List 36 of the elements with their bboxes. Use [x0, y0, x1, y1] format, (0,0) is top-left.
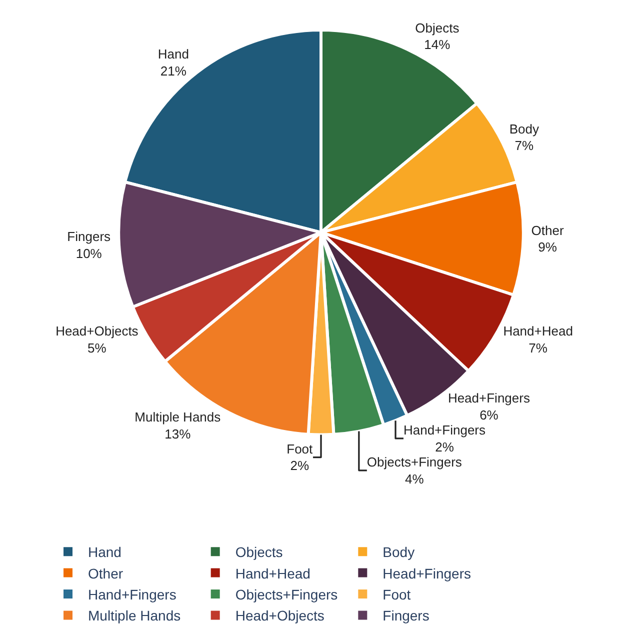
data-label: 6% — [480, 408, 499, 423]
slice-label: Hand+Fingers — [403, 422, 486, 438]
legend-label: Objects+Fingers — [235, 586, 338, 602]
legend-label: Body — [382, 544, 415, 560]
data-label: 14% — [424, 37, 451, 52]
slice-label: Other — [531, 222, 564, 238]
data-label: 2% — [435, 439, 454, 454]
legend-label: Hand+Fingers — [88, 586, 176, 602]
slice-label: Body — [509, 121, 540, 136]
data-label: 7% — [528, 340, 548, 356]
legend-label: Objects — [235, 544, 283, 560]
legend-label: Head+Fingers — [382, 565, 471, 582]
data-label: 21% — [160, 63, 187, 78]
data-label: 7% — [514, 138, 534, 154]
data-label: 9% — [538, 240, 558, 255]
slice-label: Head+Objects — [56, 324, 139, 339]
slice-label: Multiple Hands — [134, 409, 222, 424]
data-label: 13% — [164, 426, 192, 442]
legend-label: Head+Objects — [235, 608, 324, 624]
slice-label: Objects — [415, 20, 460, 36]
legend-label: Fingers — [382, 608, 430, 624]
legend-label: Foot — [382, 586, 411, 602]
legend-label: Multiple Hands — [88, 608, 181, 624]
slice-label: Hand — [158, 46, 189, 62]
slice-label: Objects+Fingers — [366, 454, 462, 470]
legend-label: Hand — [88, 544, 122, 560]
slice-label: Hand+Head — [503, 324, 573, 339]
slice-label: Head+Fingers — [448, 390, 530, 406]
data-label: 10% — [76, 246, 102, 262]
legend-label: Hand+Head — [235, 565, 310, 582]
legend-label: Other — [88, 565, 124, 582]
slice-label: Foot — [286, 441, 314, 456]
data-label: 4% — [405, 471, 424, 486]
data-label: 2% — [290, 458, 310, 474]
data-label: 5% — [88, 340, 107, 356]
slice-label: Fingers — [67, 229, 112, 244]
